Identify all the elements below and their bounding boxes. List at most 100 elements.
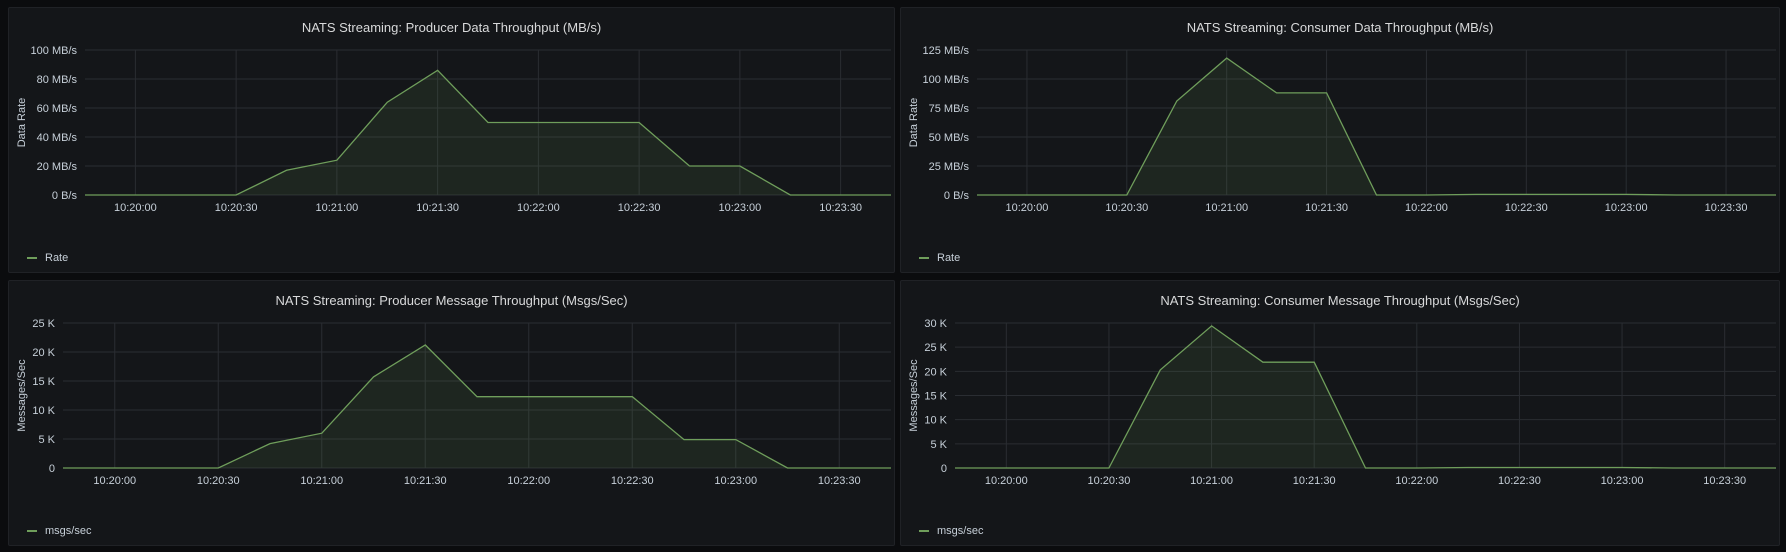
data-point[interactable] xyxy=(372,375,376,379)
data-point[interactable] xyxy=(475,395,479,399)
data-point[interactable] xyxy=(1325,91,1329,95)
producer-data-throughput-panel: NATS Streaming: Producer Data Throughput… xyxy=(8,7,895,273)
data-point[interactable] xyxy=(1671,466,1675,470)
data-point[interactable] xyxy=(1004,466,1008,470)
panel-title[interactable]: NATS Streaming: Producer Data Throughput… xyxy=(301,20,602,35)
data-point[interactable] xyxy=(1312,360,1316,364)
series-area xyxy=(85,70,891,195)
data-point[interactable] xyxy=(579,395,583,399)
data-point[interactable] xyxy=(1364,466,1368,470)
data-point[interactable] xyxy=(953,466,957,470)
data-point[interactable] xyxy=(1474,192,1478,196)
data-point[interactable] xyxy=(83,193,87,197)
data-point[interactable] xyxy=(1774,193,1778,197)
data-point[interactable] xyxy=(1107,466,1111,470)
x-tick-label: 10:20:00 xyxy=(985,475,1028,487)
legend-swatch xyxy=(27,530,37,532)
data-point[interactable] xyxy=(1574,192,1578,196)
data-point[interactable] xyxy=(1517,466,1521,470)
panel-title[interactable]: NATS Streaming: Consumer Data Throughput… xyxy=(1186,20,1494,35)
data-point[interactable] xyxy=(184,193,188,197)
data-point[interactable] xyxy=(436,68,440,72)
data-point[interactable] xyxy=(1466,466,1470,470)
data-point[interactable] xyxy=(975,193,979,197)
data-point[interactable] xyxy=(630,395,634,399)
data-point[interactable] xyxy=(637,121,641,125)
data-point[interactable] xyxy=(385,100,389,104)
data-point[interactable] xyxy=(1375,193,1379,197)
y-tick-label: 20 K xyxy=(924,366,947,378)
data-point[interactable] xyxy=(682,438,686,442)
data-point[interactable] xyxy=(234,193,238,197)
x-tick-label: 10:21:30 xyxy=(1305,202,1348,214)
data-point[interactable] xyxy=(1674,193,1678,197)
data-point[interactable] xyxy=(165,466,169,470)
data-point[interactable] xyxy=(1261,360,1265,364)
data-point[interactable] xyxy=(1125,193,1129,197)
series-area xyxy=(955,325,1776,468)
data-point[interactable] xyxy=(320,431,324,435)
data-point[interactable] xyxy=(1415,466,1419,470)
x-tick-label: 10:23:30 xyxy=(1705,202,1748,214)
data-point[interactable] xyxy=(788,193,792,197)
data-point[interactable] xyxy=(1723,466,1727,470)
data-point[interactable] xyxy=(268,442,272,446)
data-point[interactable] xyxy=(61,466,65,470)
data-point[interactable] xyxy=(889,193,893,197)
data-point[interactable] xyxy=(285,168,289,172)
y-tick-label: 10 K xyxy=(32,405,55,417)
y-tick-label: 5 K xyxy=(38,434,55,446)
panel-title[interactable]: NATS Streaming: Producer Message Through… xyxy=(275,293,628,308)
data-point[interactable] xyxy=(688,164,692,168)
y-tick-label: 20 MB/s xyxy=(37,161,78,173)
x-tick-label: 10:23:00 xyxy=(1605,202,1648,214)
data-point[interactable] xyxy=(1624,192,1628,196)
x-tick-label: 10:21:00 xyxy=(1205,202,1248,214)
data-point[interactable] xyxy=(216,466,220,470)
data-point[interactable] xyxy=(738,164,742,168)
data-point[interactable] xyxy=(1569,466,1573,470)
data-point[interactable] xyxy=(1175,99,1179,103)
data-point[interactable] xyxy=(1210,324,1214,328)
data-point[interactable] xyxy=(837,466,841,470)
data-point[interactable] xyxy=(527,395,531,399)
data-point[interactable] xyxy=(1774,466,1778,470)
data-point[interactable] xyxy=(839,193,843,197)
series-line[interactable] xyxy=(977,57,1776,196)
data-point[interactable] xyxy=(1724,193,1728,197)
data-point[interactable] xyxy=(889,466,893,470)
data-point[interactable] xyxy=(1075,193,1079,197)
legend[interactable]: Rate xyxy=(27,250,68,266)
data-point[interactable] xyxy=(1025,193,1029,197)
legend[interactable]: msgs/sec xyxy=(919,523,983,539)
data-point[interactable] xyxy=(786,466,790,470)
series-line[interactable] xyxy=(955,325,1776,469)
data-point[interactable] xyxy=(1056,466,1060,470)
data-point[interactable] xyxy=(536,121,540,125)
data-point[interactable] xyxy=(1158,368,1162,372)
data-point[interactable] xyxy=(734,438,738,442)
data-point[interactable] xyxy=(335,158,339,162)
y-tick-label: 40 MB/s xyxy=(37,132,78,144)
series-line[interactable] xyxy=(85,69,891,196)
x-tick-label: 10:20:30 xyxy=(1088,475,1131,487)
data-point[interactable] xyxy=(1275,91,1279,95)
panel-title[interactable]: NATS Streaming: Consumer Message Through… xyxy=(1160,293,1520,308)
x-tick-label: 10:20:00 xyxy=(114,202,157,214)
data-point[interactable] xyxy=(1620,466,1624,470)
x-tick-label: 10:22:00 xyxy=(1405,202,1448,214)
legend[interactable]: msgs/sec xyxy=(27,523,91,539)
consumer-data-throughput-panel: NATS Streaming: Consumer Data Throughput… xyxy=(900,7,1780,273)
series-line[interactable] xyxy=(63,344,891,469)
data-point[interactable] xyxy=(587,121,591,125)
data-point[interactable] xyxy=(1225,56,1229,60)
data-point[interactable] xyxy=(486,121,490,125)
data-point[interactable] xyxy=(1524,192,1528,196)
x-tick-label: 10:22:00 xyxy=(1395,475,1438,487)
producer-message-throughput-chart: 0 5 K 10 K 15 K 20 K 25 K 10:20:00 10:20:30 10:2… xyxy=(16,318,893,487)
data-point[interactable] xyxy=(423,343,427,347)
data-point[interactable] xyxy=(113,466,117,470)
data-point[interactable] xyxy=(133,193,137,197)
legend[interactable]: Rate xyxy=(919,250,960,266)
data-point[interactable] xyxy=(1424,193,1428,197)
